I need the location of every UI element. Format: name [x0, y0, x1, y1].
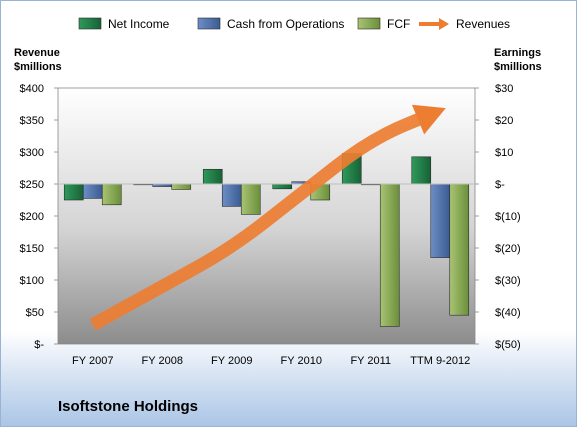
bar-net-income	[63, 183, 84, 201]
x-axis-tick-label: FY 2011	[350, 355, 391, 367]
bar-cash-from-operations	[82, 183, 103, 199]
right-axis-title: $millions	[494, 61, 542, 73]
left-axis-tick-label: $100	[20, 275, 44, 287]
left-axis-title: Revenue	[14, 47, 60, 59]
legend-item-fcf: FCF	[357, 17, 410, 31]
revenues-arrowhead	[411, 104, 446, 135]
left-axis-tick-label: $150	[20, 243, 44, 255]
bar-fcf	[379, 183, 400, 327]
right-axis-tick-label: $(10)	[495, 211, 521, 223]
right-axis-tick-label: $30	[495, 83, 513, 95]
legend-label: Cash from Operations	[227, 17, 344, 31]
x-axis-tick-label: TTM 9-2012	[410, 355, 470, 367]
right-axis-tick-label: $(30)	[495, 275, 521, 287]
bar-cash-from-operations	[221, 183, 242, 207]
x-axis-tick-label: FY 2008	[142, 355, 183, 367]
legend-arrowhead	[439, 18, 449, 30]
bar-fcf	[449, 183, 470, 316]
left-axis-tick-label: $350	[20, 115, 44, 127]
bar-net-income	[411, 156, 432, 185]
left-axis-tick-label: $50	[26, 307, 44, 319]
legend-item-net-income: Net Income	[78, 17, 170, 31]
bar-cash-from-operations	[430, 183, 451, 258]
bar-fcf	[101, 183, 122, 206]
x-axis-tick-label: FY 2007	[72, 355, 113, 367]
bar-fcf	[171, 183, 192, 190]
company-name: Isoftstone Holdings	[58, 398, 198, 415]
legend-item-cash-from-operations: Cash from Operations	[197, 17, 344, 31]
legend-label: Revenues	[456, 17, 510, 31]
x-axis-tick-label: FY 2009	[211, 355, 252, 367]
left-axis-tick-label: $200	[20, 211, 44, 223]
left-axis-tick-label: $400	[20, 83, 44, 95]
right-axis-tick-label: $(50)	[495, 339, 521, 351]
left-axis-title: $millions	[14, 61, 62, 73]
x-axis-tick-label: FY 2010	[281, 355, 322, 367]
right-axis-title: Earnings	[494, 47, 541, 59]
bar-net-income	[272, 183, 293, 190]
right-axis-tick-label: $(20)	[495, 243, 521, 255]
right-axis-tick-label: $10	[495, 147, 513, 159]
revenues-line	[89, 109, 430, 331]
legend-swatch	[78, 17, 102, 30]
legend-item-revenues: Revenues	[419, 17, 510, 31]
legend-swatch	[357, 17, 381, 30]
right-axis-tick-label: $20	[495, 115, 513, 127]
left-axis-tick-label: $250	[20, 179, 44, 191]
legend-label: FCF	[387, 17, 410, 31]
left-axis-tick-label: $-	[34, 339, 44, 351]
left-axis-tick-label: $300	[20, 147, 44, 159]
legend-label: Net Income	[108, 17, 170, 31]
legend-swatch	[197, 17, 221, 30]
bar-net-income	[202, 168, 223, 185]
right-axis-tick-label: $-	[495, 179, 505, 191]
bar-fcf	[240, 183, 261, 215]
right-axis-tick-label: $(40)	[495, 307, 521, 319]
